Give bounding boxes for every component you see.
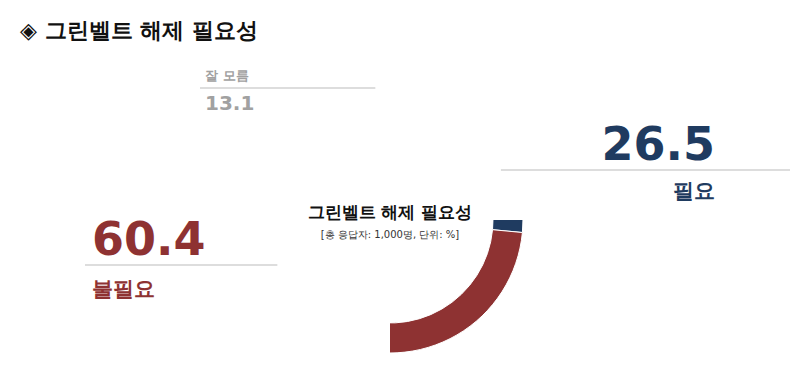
- leader-line: [200, 88, 375, 89]
- slice: [390, 220, 522, 353]
- category-label: 잘 모름: [205, 68, 249, 83]
- chart: ◈ 그린벨트 해제 필요성그린벨트 해제 필요성 [총 응답자: 1,000명, …: [0, 0, 805, 384]
- slices: [390, 220, 523, 353]
- value-label: 60.4: [92, 212, 206, 266]
- category-label: 불필요: [92, 277, 155, 301]
- value-label: 26.5: [602, 117, 716, 171]
- center-subtitle: [총 응답자: 1,000명, 단위: %]: [321, 229, 460, 240]
- center-title: 그린벨트 해제 필요성: [308, 202, 473, 222]
- title: ◈ 그린벨트 해제 필요성: [20, 18, 258, 43]
- leader-lines: [85, 88, 790, 265]
- value-label: 13.1: [205, 91, 254, 115]
- category-label: 필요: [673, 179, 715, 203]
- data-labels: 26.5 필요 60.4 불필요 13.1 잘 모름: [92, 68, 715, 301]
